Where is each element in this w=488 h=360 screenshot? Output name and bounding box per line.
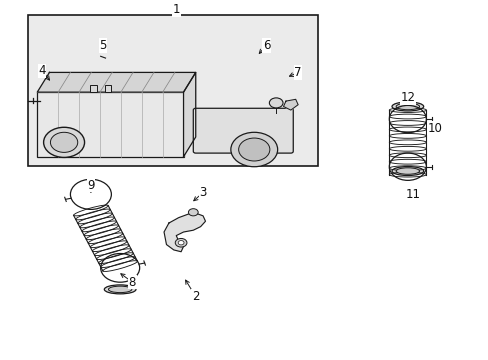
Text: 2: 2	[192, 290, 199, 303]
Ellipse shape	[395, 168, 419, 174]
Bar	[37, 92, 183, 157]
Polygon shape	[163, 212, 205, 252]
Text: 6: 6	[262, 39, 270, 52]
Text: 7: 7	[294, 66, 301, 79]
Circle shape	[238, 138, 269, 161]
Circle shape	[175, 238, 186, 247]
Bar	[104, 85, 111, 92]
Circle shape	[50, 132, 78, 152]
Text: 1: 1	[172, 3, 180, 16]
Ellipse shape	[395, 103, 419, 110]
Ellipse shape	[391, 167, 423, 176]
FancyBboxPatch shape	[193, 108, 293, 153]
Bar	[27, 15, 317, 166]
Text: 12: 12	[400, 91, 414, 104]
Polygon shape	[37, 72, 195, 92]
Text: 11: 11	[405, 188, 419, 201]
Polygon shape	[283, 99, 298, 110]
Text: 9: 9	[87, 179, 95, 192]
Text: 5: 5	[99, 39, 106, 52]
Polygon shape	[183, 72, 195, 157]
Bar	[27, 15, 317, 166]
Circle shape	[269, 98, 283, 108]
Text: 3: 3	[199, 186, 206, 199]
Text: 10: 10	[427, 122, 441, 135]
Text: 8: 8	[128, 276, 136, 289]
Ellipse shape	[108, 286, 132, 293]
Circle shape	[188, 209, 198, 216]
Circle shape	[230, 132, 277, 167]
Circle shape	[178, 240, 183, 245]
Circle shape	[43, 127, 84, 157]
Ellipse shape	[104, 285, 136, 294]
Text: 4: 4	[39, 64, 46, 77]
Bar	[90, 85, 97, 92]
Ellipse shape	[391, 102, 423, 111]
